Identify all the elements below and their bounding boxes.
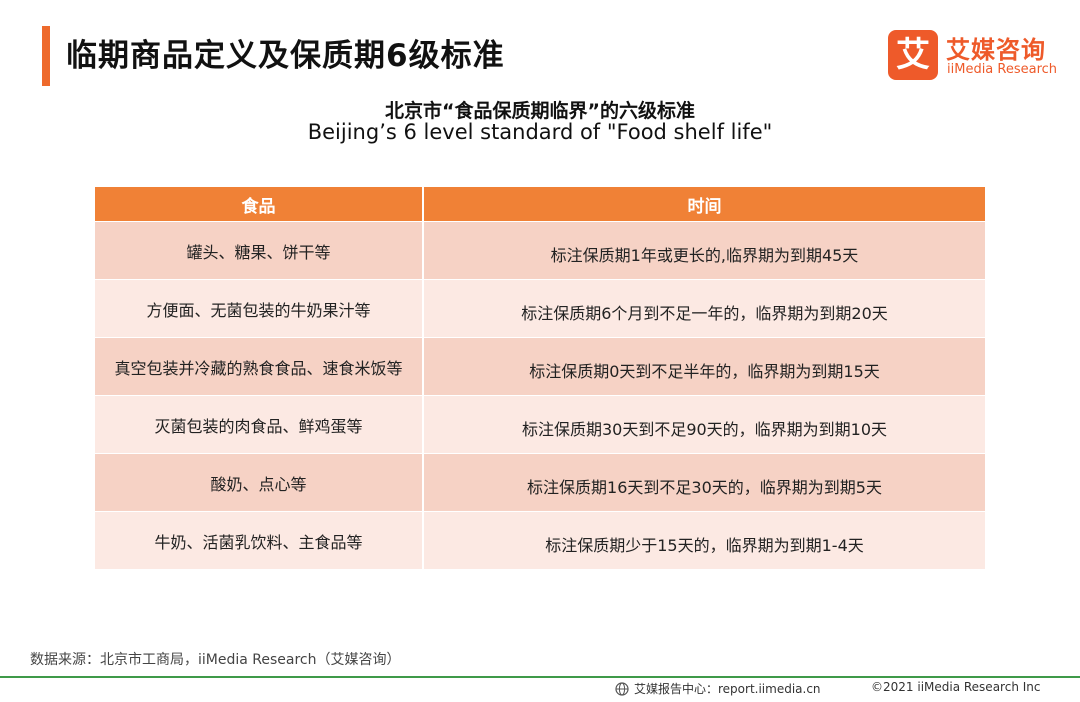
table-row: 真空包装并冷藏的熟食食品、速食米饭等 标注保质期0天到不足半年的，临界期为到期1…: [95, 338, 985, 395]
table-header-row: 食品 时间: [95, 187, 985, 221]
time-cell: 标注保质期少于15天的，临界期为到期1-4天: [545, 535, 864, 555]
footer-report-text: 艾媒报告中心：report.iimedia.cn: [634, 682, 821, 696]
food-cell: 牛奶、活菌乳饮料、主食品等: [95, 512, 424, 569]
time-cell: 标注保质期0天到不足半年的，临界期为到期15天: [529, 361, 880, 381]
time-cell: 标注保质期16天到不足30天的，临界期为到期5天: [527, 477, 882, 497]
food-cell: 罐头、糖果、饼干等: [95, 222, 424, 279]
data-source-note: 数据来源：北京市工商局，iiMedia Research（艾媒咨询）: [30, 652, 401, 668]
page-title: 临期商品定义及保质期6级标准: [66, 38, 505, 74]
logo-chinese-name: 艾媒咨询: [946, 36, 1046, 64]
food-cell: 酸奶、点心等: [95, 454, 424, 511]
table-row: 罐头、糖果、饼干等 标注保质期1年或更长的,临界期为到期45天: [95, 222, 985, 279]
iimedia-logo: 艾 艾媒咨询 iiMedia Research: [888, 30, 1063, 82]
column-header-time: 时间: [687, 196, 722, 217]
food-cell: 灭菌包装的肉食品、鲜鸡蛋等: [95, 396, 424, 453]
time-cell: 标注保质期6个月到不足一年的，临界期为到期20天: [521, 303, 888, 323]
subtitle-chinese: 北京市“食品保质期临界”的六级标准: [385, 100, 695, 122]
food-cell: 方便面、无菌包装的牛奶果汁等: [95, 280, 424, 337]
table-row: 灭菌包装的肉食品、鲜鸡蛋等 标注保质期30天到不足90天的，临界期为到期10天: [95, 396, 985, 453]
time-cell: 标注保质期30天到不足90天的，临界期为到期10天: [521, 419, 888, 439]
table-row: 牛奶、活菌乳饮料、主食品等 标注保质期少于15天的，临界期为到期1-4天: [95, 512, 985, 569]
subtitle-english: Beijing’s 6 level standard of "Food shel…: [307, 120, 773, 144]
logo-mark: 艾: [888, 30, 938, 80]
column-header-food: 食品: [95, 187, 424, 221]
footer-divider: [0, 676, 1080, 678]
logo-english-name: iiMedia Research: [947, 62, 1058, 77]
table-row: 方便面、无菌包装的牛奶果汁等 标注保质期6个月到不足一年的，临界期为到期20天: [95, 280, 985, 337]
shelf-life-table: 食品 时间 罐头、糖果、饼干等 标注保质期1年或更长的,临界期为到期45天 方便…: [95, 187, 985, 569]
time-cell: 标注保质期1年或更长的,临界期为到期45天: [550, 245, 859, 265]
table-row: 酸奶、点心等 标注保质期16天到不足30天的，临界期为到期5天: [95, 454, 985, 511]
globe-icon: [615, 681, 629, 696]
footer-report-center: 艾媒报告中心：report.iimedia.cn: [615, 680, 821, 697]
footer-copyright: ©2021 iiMedia Research Inc: [871, 680, 1041, 694]
title-accent-bar: [42, 26, 50, 86]
food-cell: 真空包装并冷藏的熟食食品、速食米饭等: [95, 338, 424, 395]
